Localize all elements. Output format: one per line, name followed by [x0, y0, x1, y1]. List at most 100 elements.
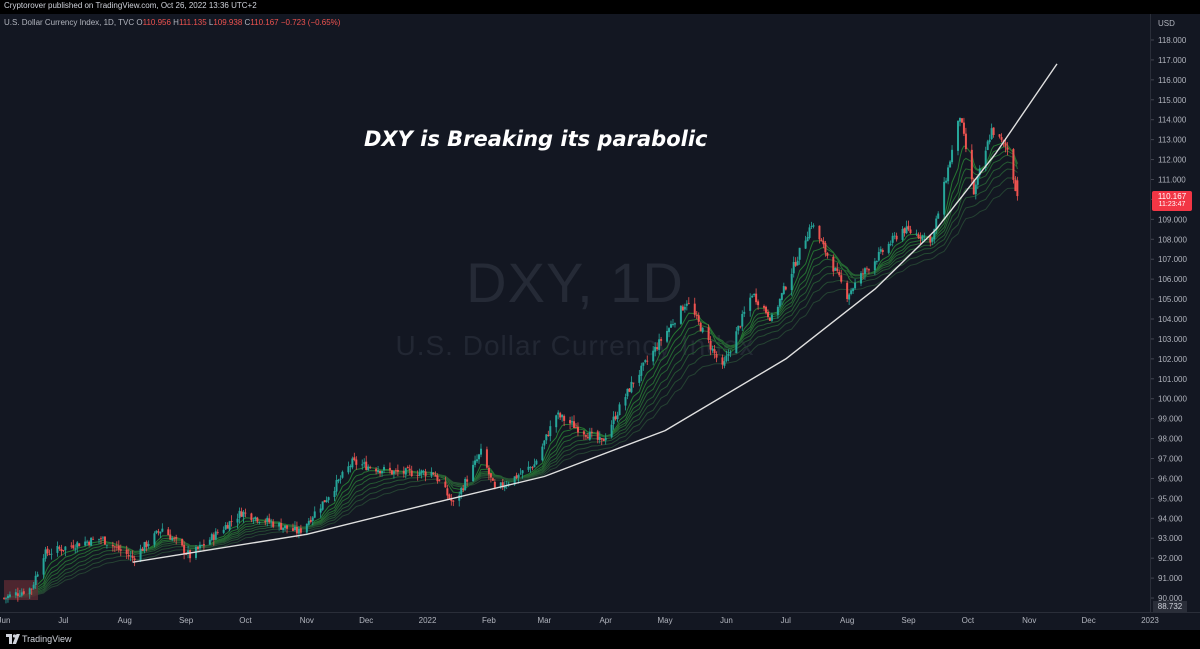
x-tick-label: 2022	[419, 616, 437, 625]
candle-body	[905, 226, 908, 234]
candle-body	[64, 546, 67, 551]
y-tick-label: 90.000	[1158, 594, 1183, 603]
candle-body	[854, 282, 857, 289]
candle-body	[367, 466, 370, 471]
candle-body	[339, 478, 342, 480]
candle-body	[978, 168, 981, 176]
tradingview-brand[interactable]: TradingView	[22, 634, 72, 644]
ema-ribbon-line	[4, 177, 1018, 599]
candle-body	[268, 518, 271, 523]
y-tick-label: 92.000	[1158, 554, 1183, 563]
candle-body	[557, 412, 560, 415]
candle-body	[143, 542, 146, 551]
candle-body	[915, 233, 918, 235]
candle-body	[584, 435, 587, 437]
candle-body	[388, 467, 391, 471]
candle-body	[909, 229, 912, 234]
candle-body	[610, 424, 613, 437]
tradingview-logo-icon[interactable]	[6, 634, 20, 644]
candle-body	[390, 470, 393, 475]
candle-body	[794, 262, 797, 266]
candle-body	[60, 548, 63, 552]
x-tick-label: Nov	[300, 616, 314, 625]
candle-body	[596, 431, 599, 440]
candle-body	[588, 431, 591, 440]
y-tick-label: 95.000	[1158, 494, 1183, 503]
candle-body	[383, 467, 386, 471]
x-tick-label: Sep	[179, 616, 194, 625]
candle-body	[671, 324, 674, 325]
candle-body	[895, 235, 898, 240]
candle-body	[84, 541, 87, 546]
candle-body	[956, 120, 959, 151]
candle-body	[337, 479, 340, 482]
candle-body	[949, 161, 952, 168]
candle-body	[353, 457, 356, 461]
candle-body	[99, 538, 102, 540]
candle-body	[656, 347, 659, 350]
candle-body	[541, 446, 544, 461]
candle-body	[365, 461, 368, 470]
candle-body	[741, 313, 744, 327]
candle-body	[836, 268, 839, 271]
candle-body	[790, 273, 793, 291]
candle-body	[513, 476, 516, 485]
candle-body	[105, 544, 108, 546]
candle-body	[515, 475, 518, 479]
x-tick-label: Jun	[0, 616, 10, 625]
candle-body	[196, 546, 199, 549]
legend-symbol: U.S. Dollar Currency Index, 1D, TVC	[4, 18, 135, 27]
candle-body	[626, 388, 629, 397]
candle-body	[646, 360, 649, 362]
y-tick-label: 101.000	[1158, 375, 1187, 384]
candle-body	[561, 414, 564, 418]
symbol-legend: U.S. Dollar Currency Index, 1D, TVC O110…	[4, 18, 340, 27]
candle-body	[715, 354, 718, 358]
candle-body	[713, 349, 716, 354]
candle-body	[444, 481, 447, 488]
y-tick-label: 111.000	[1158, 175, 1186, 184]
legend-open-key: O	[136, 18, 143, 27]
x-tick-label: 2023	[1141, 616, 1159, 625]
candle-body	[798, 247, 801, 260]
candle-body	[535, 460, 538, 465]
candle-body	[216, 532, 219, 534]
candle-body	[381, 471, 384, 473]
candle-body	[988, 139, 991, 143]
candle-body	[933, 229, 936, 240]
candle-body	[654, 346, 657, 352]
candle-body	[879, 249, 882, 252]
candle-body	[198, 544, 201, 549]
candle-body	[474, 460, 477, 465]
y-tick-label: 103.000	[1158, 335, 1187, 344]
candle-body	[487, 467, 490, 475]
candle-body	[972, 180, 975, 195]
candle-body	[161, 528, 164, 532]
candle-body	[256, 517, 259, 522]
candle-body	[529, 466, 532, 468]
candle-body	[881, 250, 884, 252]
candle-body	[432, 472, 435, 475]
candle-body	[796, 260, 799, 266]
candle-body	[323, 500, 326, 503]
candle-body	[355, 459, 358, 465]
candle-body	[70, 545, 73, 547]
candle-body	[852, 288, 855, 292]
candle-body	[278, 522, 281, 527]
x-tick-label: Sep	[901, 616, 916, 625]
candle-body	[499, 482, 502, 488]
candle-body	[850, 290, 853, 294]
candle-body	[826, 252, 829, 256]
candle-body	[36, 574, 39, 577]
candle-body	[284, 525, 287, 529]
last-price: 110.167	[1157, 192, 1187, 201]
y-tick-label: 104.000	[1158, 315, 1187, 324]
candle-body	[56, 545, 59, 553]
candle-body	[212, 534, 215, 540]
y-tick-label: 102.000	[1158, 355, 1187, 364]
candle-body	[452, 500, 455, 502]
x-tick-label: Jun	[720, 616, 733, 625]
candle-body	[167, 529, 170, 536]
candle-body	[252, 520, 255, 522]
